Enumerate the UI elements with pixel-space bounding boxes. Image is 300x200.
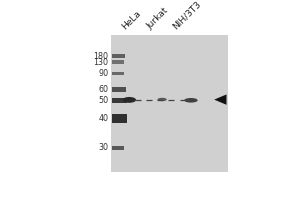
Ellipse shape <box>158 98 167 101</box>
Bar <box>111 35 228 172</box>
Text: 90: 90 <box>98 69 108 78</box>
Text: NIH/3T3: NIH/3T3 <box>171 0 203 31</box>
Bar <box>112 60 124 64</box>
Bar <box>112 146 124 150</box>
Text: 30: 30 <box>98 143 108 152</box>
Text: 60: 60 <box>98 85 108 94</box>
Ellipse shape <box>184 98 198 103</box>
Text: Jurkat: Jurkat <box>145 6 170 31</box>
Bar <box>112 87 126 92</box>
Text: 50: 50 <box>98 96 108 105</box>
Text: 180: 180 <box>93 52 108 61</box>
Bar <box>112 72 124 75</box>
Ellipse shape <box>123 97 136 103</box>
Polygon shape <box>214 94 226 105</box>
Bar <box>112 114 128 123</box>
Text: 130: 130 <box>93 58 108 67</box>
Bar <box>112 98 128 103</box>
Text: 40: 40 <box>98 114 108 123</box>
Bar <box>112 54 125 58</box>
Text: HeLa: HeLa <box>121 8 143 31</box>
